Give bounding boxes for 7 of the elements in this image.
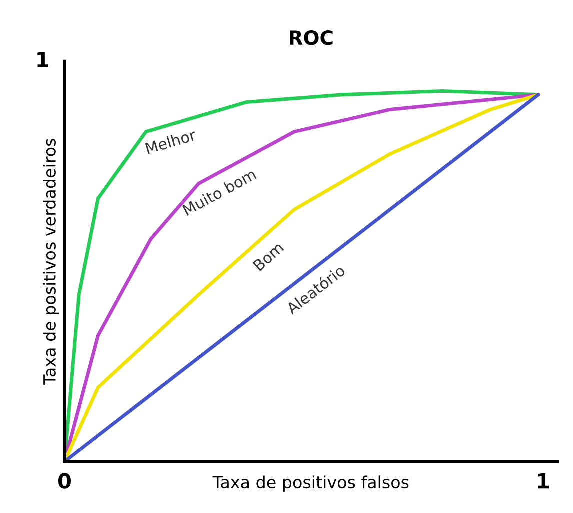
- text: Muito bom: [182, 168, 257, 216]
- chart-title: ROC: [290, 30, 333, 46]
- y-axis-title: Taxa de positivos verdadeiros: [43, 139, 60, 386]
- text: 1: [38, 52, 48, 68]
- x-tick-label: 0: [58, 473, 71, 489]
- text: Melhor: [145, 128, 198, 154]
- x-axis-title: Taxa de positivos falsos: [212, 476, 409, 492]
